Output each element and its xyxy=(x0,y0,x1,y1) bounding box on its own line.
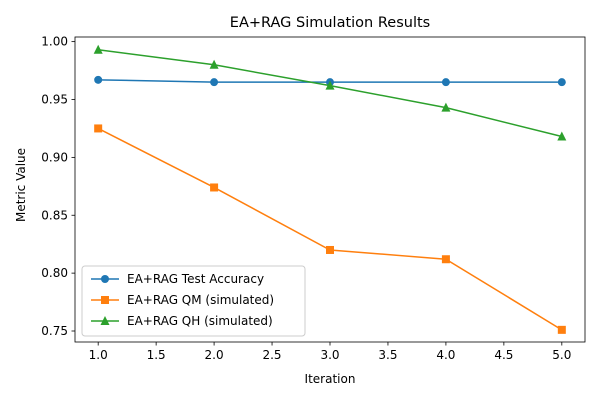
plot-area: 1.0 1.5 2.0 2.5 3.0 3.5 4.0 4.5 5.0 0.75 0.80 0.85 0… xyxy=(41,35,586,362)
series-3-point-2 xyxy=(209,59,219,69)
legend-marker xyxy=(100,316,110,325)
x-tick-label: 1.0 xyxy=(89,348,108,362)
series-1-point-1 xyxy=(94,75,103,84)
series-2-point-4 xyxy=(441,255,450,264)
y-tick-label: 0.95 xyxy=(41,93,68,107)
x-tick-label: 1.5 xyxy=(147,348,166,362)
series-2-point-5 xyxy=(557,325,566,334)
x-tick-label: 4.5 xyxy=(494,348,513,362)
series-3-point-4 xyxy=(441,102,451,112)
legend-marker xyxy=(101,275,109,283)
legend: EA+RAG Test Accuracy EA+RAG QM (simulated… xyxy=(81,265,306,337)
legend-label: EA+RAG QH (simulated) xyxy=(127,314,273,328)
y-tick-label: 0.85 xyxy=(41,208,68,222)
series-2-point-2 xyxy=(210,183,219,192)
legend-marker xyxy=(101,296,109,304)
y-tick-label: 0.80 xyxy=(41,266,68,280)
y-axis-label: Metric Value xyxy=(14,148,28,222)
x-tick-label: 4.0 xyxy=(436,348,455,362)
x-tick-label: 3.0 xyxy=(320,348,339,362)
x-tick-label: 2.5 xyxy=(262,348,281,362)
legend-label: EA+RAG QM (simulated) xyxy=(127,293,274,307)
legend-item-3: EA+RAG QH (simulated) xyxy=(91,314,273,328)
series-3-point-5 xyxy=(557,131,567,141)
series-2-point-1 xyxy=(94,124,103,133)
series-1-point-5 xyxy=(557,78,566,87)
y-tick-label: 1.00 xyxy=(41,35,68,49)
x-tick-label: 5.0 xyxy=(552,348,571,362)
series-2-point-3 xyxy=(326,245,334,254)
y-tick-label: 0.90 xyxy=(41,150,68,164)
series-2 xyxy=(94,124,566,334)
series-3-point-1 xyxy=(93,44,103,54)
y-tick-label: 0.75 xyxy=(41,324,68,338)
series-1-point-4 xyxy=(441,78,450,87)
series-1-point-2 xyxy=(210,78,219,87)
x-tick-label: 2.0 xyxy=(205,348,224,362)
legend-label: EA+RAG Test Accuracy xyxy=(127,272,264,286)
legend-item-2: EA+RAG QM (simulated) xyxy=(91,293,274,307)
series-3-point-3 xyxy=(325,80,335,90)
x-tick-label: 3.5 xyxy=(378,348,397,362)
legend-box xyxy=(81,265,306,337)
series-3 xyxy=(93,44,567,141)
legend-item-1: EA+RAG Test Accuracy xyxy=(91,272,264,286)
x-axis-label: Iteration xyxy=(305,372,356,386)
chart-title: EA+RAG Simulation Results xyxy=(230,15,430,31)
